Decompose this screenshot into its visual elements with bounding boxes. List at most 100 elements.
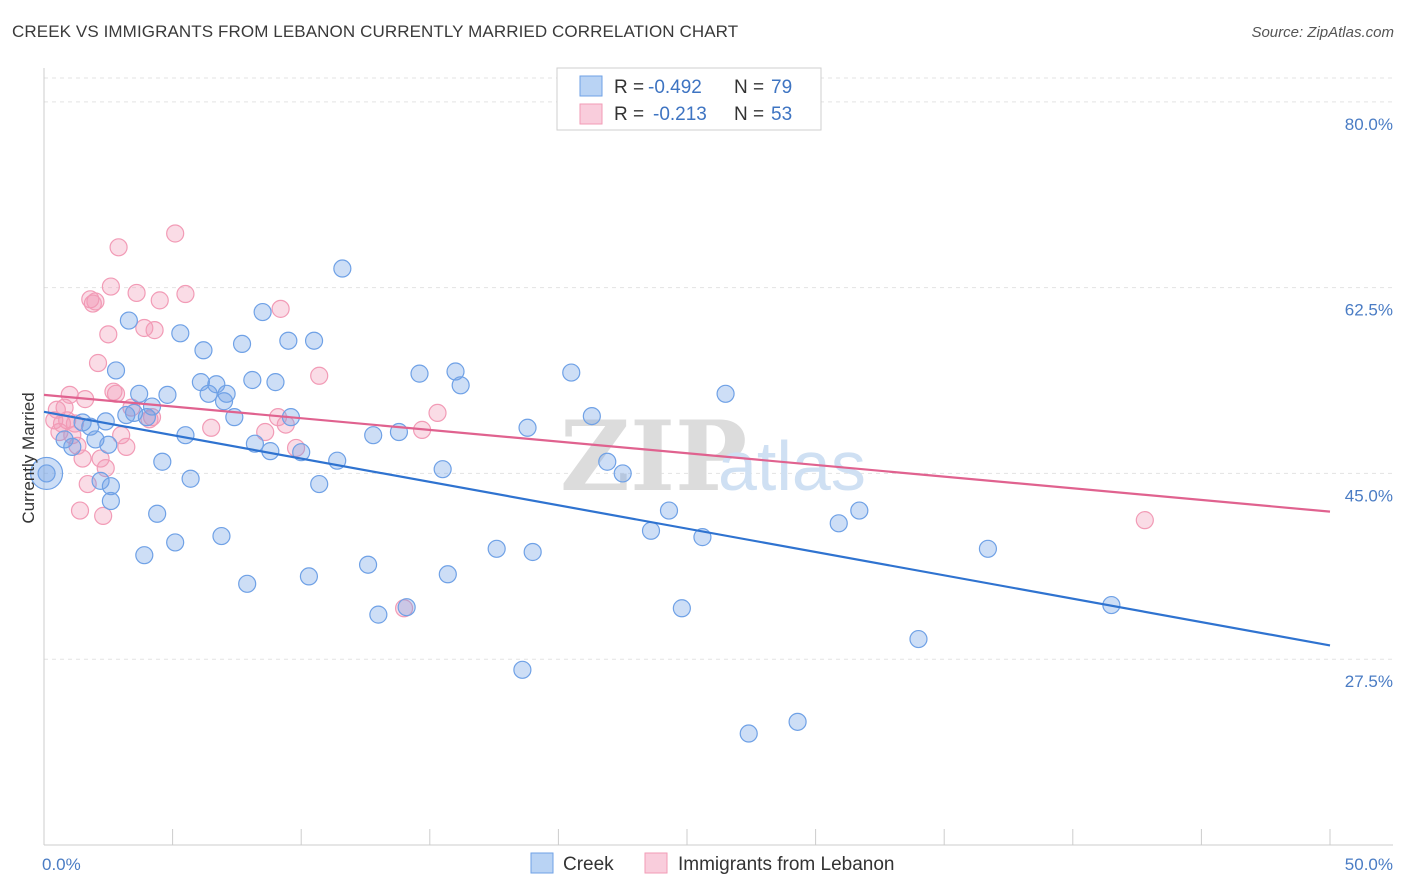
creek-point-54 <box>410 364 429 383</box>
creek-point-38 <box>253 302 272 322</box>
y-tick-label-2: 62.5% <box>1345 301 1393 320</box>
creek-point-77 <box>978 539 998 558</box>
creek-point-44 <box>299 567 319 586</box>
grid-lines <box>44 77 1393 660</box>
lebanon-point-38 <box>256 422 275 442</box>
creek-point-53 <box>397 598 416 617</box>
legend-r-value-lebanon: -0.213 <box>653 104 707 125</box>
creek-point-30 <box>212 526 231 546</box>
lebanon-point-10 <box>70 501 90 520</box>
lebanon-point-43 <box>310 366 329 385</box>
creek-point-8 <box>99 435 118 454</box>
creek-point-60 <box>513 660 532 679</box>
lebanon-point-16 <box>86 292 105 311</box>
creek-point-45 <box>304 331 324 350</box>
creek-point-41 <box>279 331 298 350</box>
y-axis-label: Currently Married <box>19 392 38 523</box>
stats-legend: R = -0.492 N = 79 R = -0.213 N = 53 <box>556 67 822 131</box>
legend-n-label-creek: N = <box>734 77 764 98</box>
creek-point-19 <box>148 504 167 523</box>
bottom-legend-creek: Creek <box>563 854 614 875</box>
creek-point-57 <box>446 362 465 381</box>
lebanon-point-6 <box>60 385 79 404</box>
creek-point-28 <box>199 384 218 403</box>
legend-n-label-lebanon: N = <box>734 104 764 125</box>
bottom-legend-lebanon: Immigrants from Lebanon <box>678 854 895 875</box>
lebanon-point-47 <box>1135 511 1154 530</box>
lebanon-point-36 <box>176 284 195 304</box>
creek-point-43 <box>292 443 311 462</box>
bottom-legend-swatch-lebanon <box>644 852 668 874</box>
lebanon-point-35 <box>166 224 185 243</box>
lebanon-point-33 <box>145 321 164 340</box>
creek-point-40 <box>266 373 285 392</box>
creek-point-13 <box>119 311 138 330</box>
creek-point-27 <box>194 341 213 360</box>
creek-point-31 <box>214 392 234 411</box>
creek-point-72 <box>739 724 758 743</box>
creek-point-37 <box>245 434 265 453</box>
lebanon-point-40 <box>271 299 290 318</box>
creek-point-18 <box>142 397 162 416</box>
creek-point-73 <box>788 712 807 731</box>
creek-point-25 <box>181 469 200 488</box>
legend-r-label-creek: R = <box>614 77 644 98</box>
lebanon-point-11 <box>73 449 92 468</box>
legend-n-value-creek: 79 <box>771 77 792 98</box>
legend-swatch-lebanon <box>579 103 603 125</box>
creek-point-24 <box>176 426 195 445</box>
creek-point-36 <box>243 370 262 390</box>
creek-point-9 <box>101 477 120 496</box>
creek-point-2 <box>63 437 82 456</box>
axes: 27.5% 45.0% 62.5% 80.0% <box>43 68 1393 846</box>
creek-point-21 <box>158 385 177 404</box>
creek-point-66 <box>613 464 632 483</box>
creek-point-56 <box>438 565 457 584</box>
creek-point-15 <box>130 384 149 403</box>
creek-point-32 <box>217 384 236 403</box>
creek-point-68 <box>659 501 679 520</box>
creek-point-large <box>29 456 64 491</box>
creek-point-59 <box>487 539 506 558</box>
legend-swatch-creek <box>579 75 603 97</box>
x-tick-label-min: 0.0% <box>42 855 81 874</box>
creek-point-22 <box>166 533 185 552</box>
creek-point-76 <box>909 629 928 649</box>
lebanon-point-22 <box>101 277 120 296</box>
y-tick-label-1: 45.0% <box>1345 486 1393 505</box>
series-creek-points <box>29 259 1121 743</box>
trend-line-creek <box>43 410 1331 647</box>
creek-point-35 <box>238 574 257 593</box>
creek-point-64 <box>582 406 601 426</box>
creek-point-51 <box>369 605 388 624</box>
creek-point-1 <box>55 430 74 449</box>
lebanon-point-29 <box>127 283 146 303</box>
legend-n-value-lebanon: 53 <box>771 104 792 125</box>
creek-point-34 <box>232 334 252 354</box>
creek-point-62 <box>523 542 542 562</box>
trend-lines <box>43 393 1331 647</box>
trend-line-lebanon <box>43 393 1331 513</box>
creek-point-50 <box>364 426 383 445</box>
creek-point-16 <box>135 546 154 565</box>
creek-point-74 <box>829 514 848 533</box>
lebanon-point-37 <box>202 418 221 437</box>
lebanon-point-24 <box>106 384 126 403</box>
creek-point-17 <box>137 408 156 427</box>
creek-point-48 <box>333 259 352 278</box>
lebanon-point-18 <box>91 449 110 468</box>
lebanon-point-46 <box>428 403 447 423</box>
creek-point-46 <box>310 474 329 494</box>
y-tick-label-0: 27.5% <box>1345 672 1393 691</box>
creek-point-75 <box>850 501 869 520</box>
lebanon-point-17 <box>88 353 108 373</box>
creek-point-0 <box>37 464 56 483</box>
creek-point-23 <box>171 324 190 343</box>
y-tick-label-3: 80.0% <box>1345 115 1393 134</box>
source-label: Source: ZipAtlas.com <box>1251 24 1394 41</box>
creek-point-6 <box>91 471 110 490</box>
creek-point-49 <box>358 555 378 574</box>
series-legend: Creek Immigrants from Lebanon <box>530 852 895 875</box>
creek-point-67 <box>641 521 661 540</box>
